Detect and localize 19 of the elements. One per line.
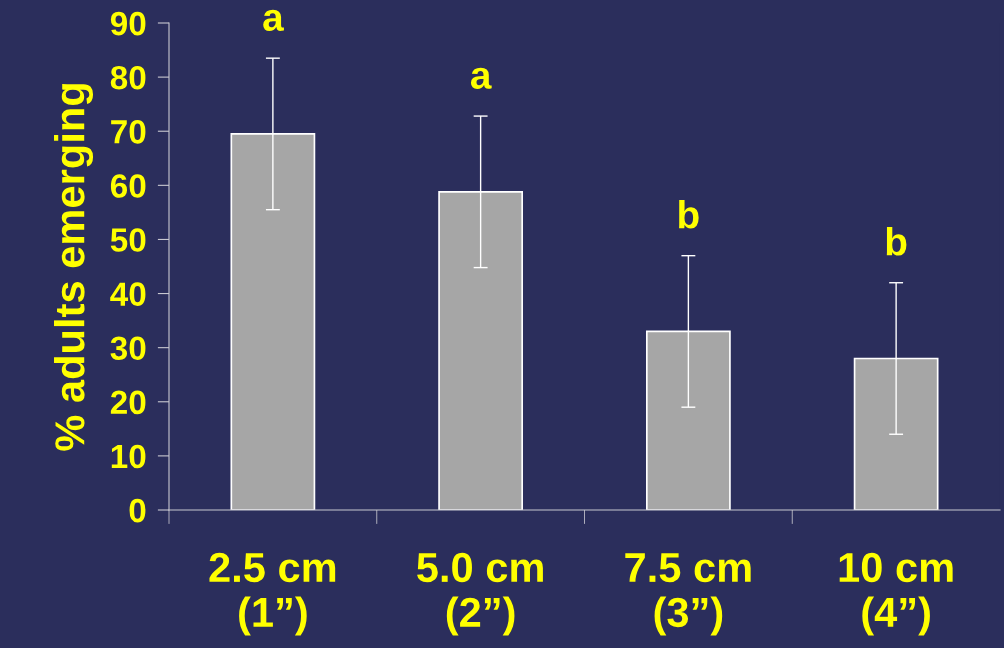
x-tick-label: 2.5 cm (1”) <box>209 552 336 636</box>
y-tick-label: 60 <box>110 174 146 198</box>
y-tick-label: 70 <box>111 120 146 144</box>
y-tick-label: 20 <box>110 390 146 415</box>
y-tick-label: 10 <box>111 444 146 469</box>
y-tick-label: 50 <box>110 228 146 252</box>
y-tick-label: 90 <box>110 11 146 36</box>
annotation: b <box>679 199 699 229</box>
annotation: a <box>263 9 284 32</box>
y-tick-label: 80 <box>110 65 146 90</box>
x-tick-label: 7.5 cm (3”) <box>625 553 751 636</box>
y-tick-label: 40 <box>110 282 146 306</box>
annotation: a <box>470 67 492 89</box>
y-tick-label: 30 <box>110 336 146 361</box>
x-tick-label: 10 cm (4”) <box>839 552 953 636</box>
x-tick-label: 5.0 cm (2”) <box>417 552 543 636</box>
annotation: b <box>886 227 907 256</box>
y-axis-title: % adults emerging <box>54 84 94 451</box>
y-tick-label: 0 <box>129 498 146 523</box>
